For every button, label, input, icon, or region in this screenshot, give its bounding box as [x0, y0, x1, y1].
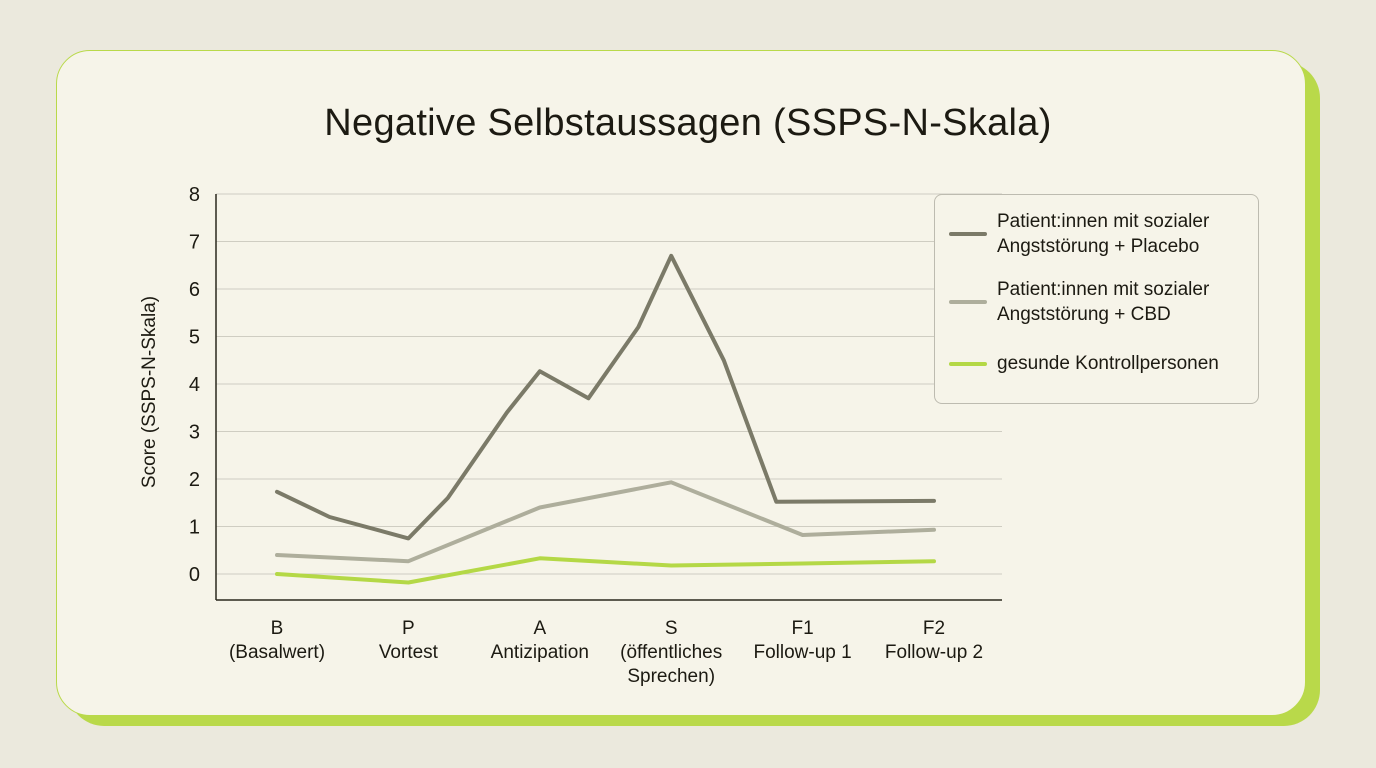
- x-tick-label-line: F1: [792, 618, 814, 639]
- y-tick-label: 2: [189, 469, 200, 491]
- y-tick-label: 3: [189, 422, 200, 444]
- series-line-1: [275, 480, 936, 564]
- x-tick-label-line: Follow-up 2: [885, 642, 983, 663]
- legend-label-control: gesunde Kontrollpersonen: [997, 353, 1219, 374]
- x-tick-label-line: (Basalwert): [229, 642, 325, 663]
- x-tick-label: B (Basalwert): [229, 618, 325, 663]
- grid-lines: [216, 193, 1002, 575]
- x-tick-label-line: (öffentliches: [620, 642, 722, 663]
- x-tick-label: P Vortest: [379, 618, 439, 663]
- x-tick-label: F1 Follow-up 1: [753, 618, 851, 663]
- legend-label-cbd: Patient:innen mit sozialer Angststörung …: [997, 279, 1210, 325]
- y-tick-label: 7: [189, 232, 200, 254]
- x-tick-label-line: F2: [923, 618, 945, 639]
- legend-swatch-placebo: [949, 232, 987, 236]
- series-line-2: [275, 556, 936, 585]
- x-tick-labels: B (Basalwert) P Vortest A Antizipation S (öffen…: [229, 618, 983, 687]
- x-tick-label: S (öffentliches Sprechen): [620, 618, 722, 687]
- legend-item-control: gesunde Kontrollpersonen: [949, 351, 1257, 376]
- y-tick-label: 4: [189, 374, 200, 396]
- x-tick-label-line: B: [271, 618, 284, 639]
- legend-item-placebo: Patient:innen mit sozialer Angststörung …: [949, 209, 1257, 259]
- x-tick-label-line: Antizipation: [491, 642, 589, 663]
- y-tick-label: 6: [189, 279, 200, 301]
- y-tick-labels: 0 1 2 3 4 5 6 7 8: [189, 184, 200, 586]
- x-tick-label-line: A: [533, 618, 546, 639]
- legend-swatch-cbd: [949, 300, 987, 304]
- series-line-0: [275, 253, 936, 541]
- x-tick-label-line: Sprechen): [627, 666, 715, 687]
- x-tick-label-line: S: [665, 618, 678, 639]
- legend-label-placebo: Patient:innen mit sozialer Angststörung …: [997, 211, 1210, 257]
- chart-legend: Patient:innen mit sozialer Angststörung …: [934, 194, 1259, 404]
- x-tick-label-line: Follow-up 1: [753, 642, 851, 663]
- x-tick-label-line: Vortest: [379, 642, 439, 663]
- y-tick-label: 1: [189, 517, 200, 539]
- axes: [215, 194, 1002, 601]
- x-tick-label: F2 Follow-up 2: [885, 618, 983, 663]
- legend-swatch-control: [949, 361, 987, 366]
- y-tick-label: 8: [189, 184, 200, 206]
- y-tick-label: 5: [189, 327, 200, 349]
- series-lines: [275, 253, 936, 585]
- x-tick-label: A Antizipation: [491, 618, 589, 663]
- x-tick-label-line: P: [402, 618, 415, 639]
- y-tick-label: 0: [189, 564, 200, 586]
- chart-title: Negative Selbstaussagen (SSPS-N-Skala): [324, 102, 1052, 144]
- legend-item-cbd: Patient:innen mit sozialer Angststörung …: [949, 277, 1257, 327]
